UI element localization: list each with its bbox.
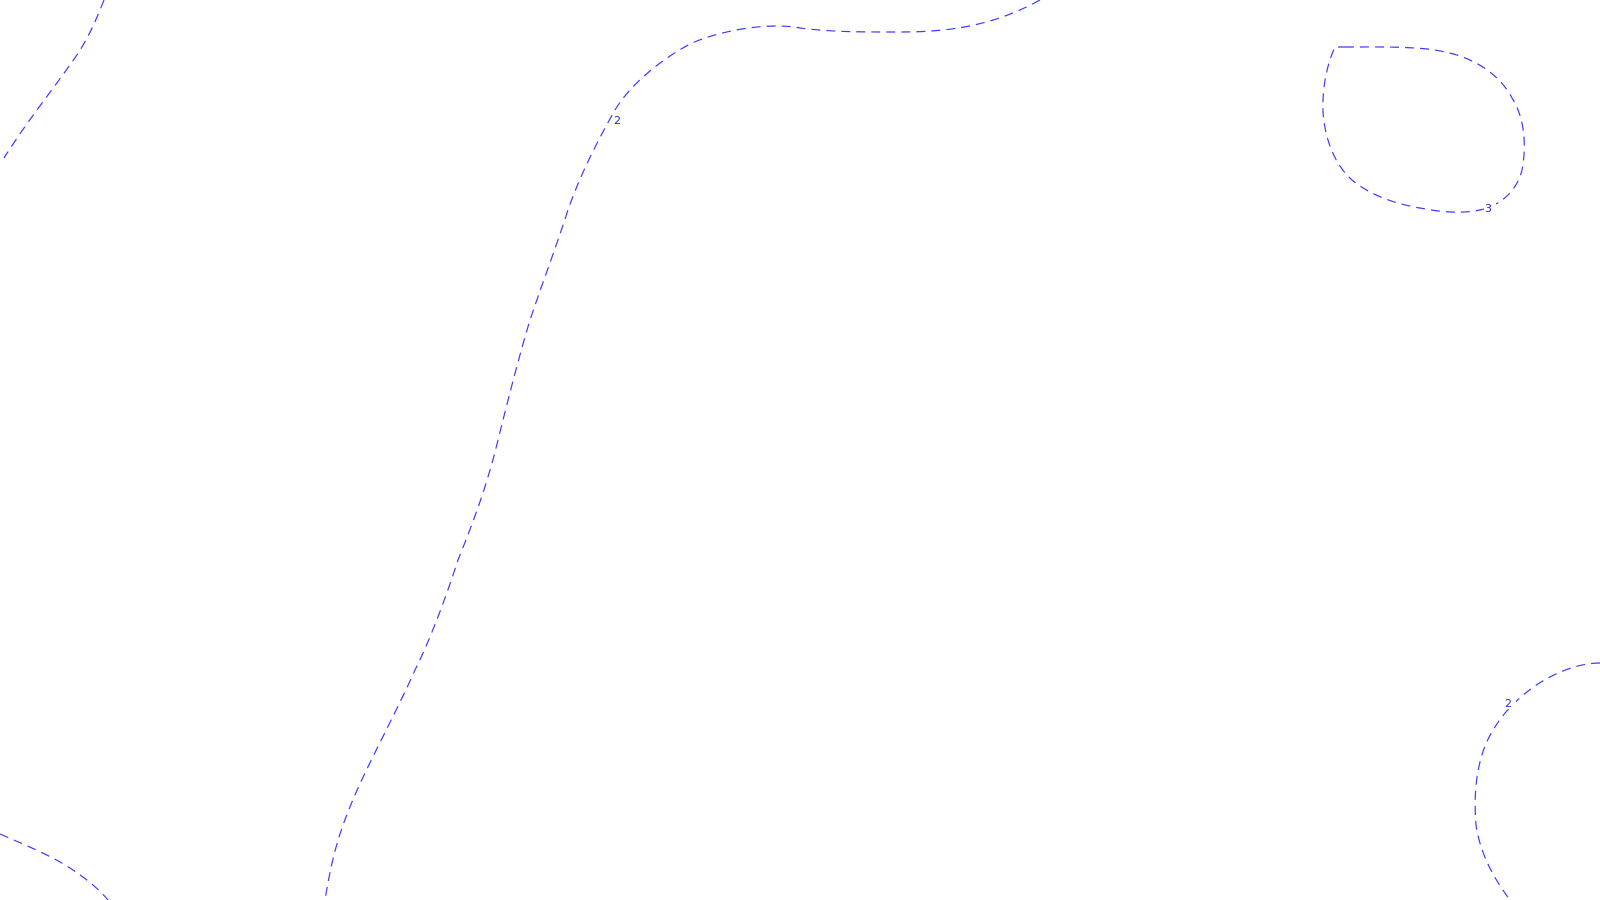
- contour-label-top-right: 3: [1485, 202, 1492, 215]
- contour-label-main: 2: [614, 114, 621, 127]
- contour-line-main: [324, 0, 1041, 900]
- contour-line-top-right-loop: [1322, 46, 1525, 213]
- contour-line-bottom-right: [1474, 662, 1600, 900]
- label-mask: [613, 112, 625, 126]
- contour-label-bottom-right: 2: [1505, 697, 1512, 710]
- label-mask: [1484, 200, 1496, 214]
- contour-line-bottom-left: [0, 833, 109, 900]
- contour-line-top-left: [3, 0, 105, 159]
- label-mask: [1504, 695, 1516, 709]
